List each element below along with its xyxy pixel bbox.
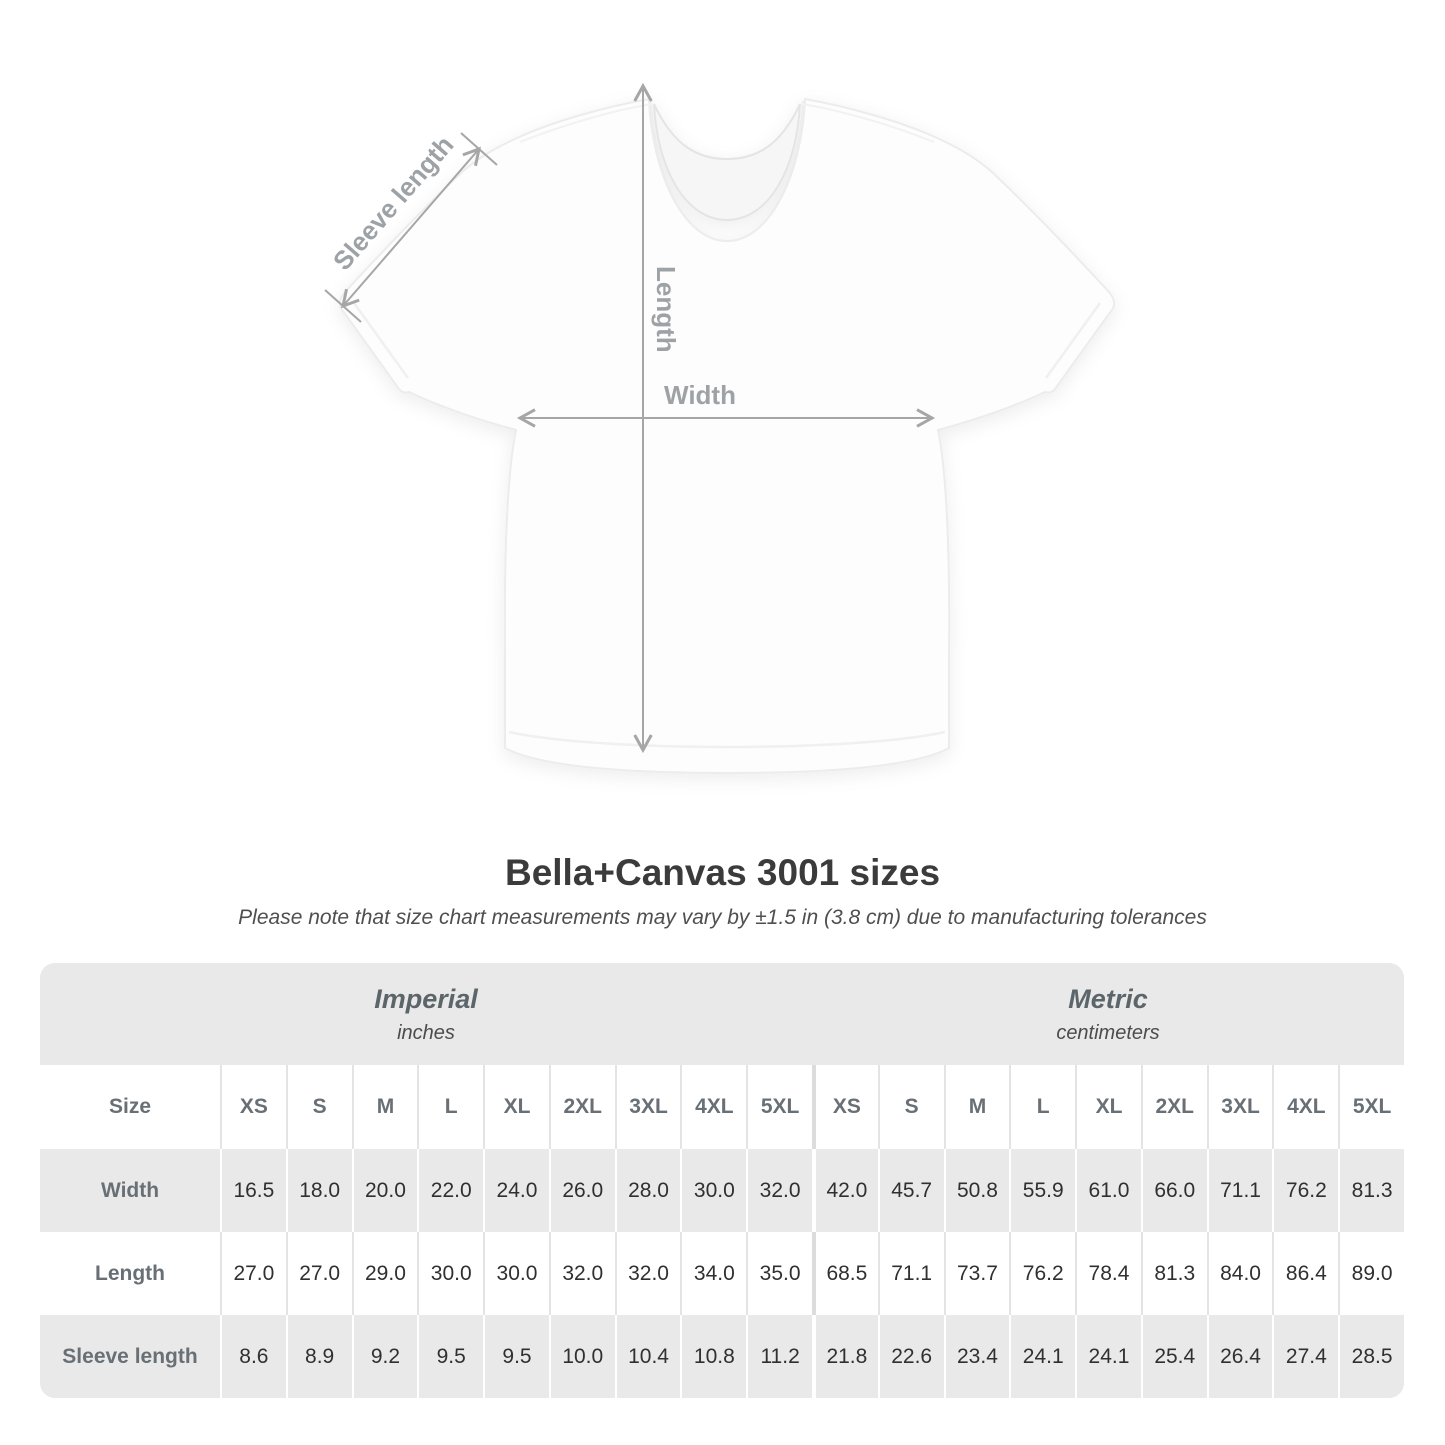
table-cell: 61.0 bbox=[1075, 1149, 1141, 1232]
table-cell: 10.8 bbox=[680, 1315, 746, 1398]
table-cell: 8.6 bbox=[220, 1315, 286, 1398]
size-header-cell: 3XL bbox=[614, 1065, 681, 1149]
size-header-cell: M bbox=[943, 1065, 1010, 1149]
row-label: Sleeve length bbox=[62, 1344, 198, 1368]
table-cell: 86.4 bbox=[1272, 1232, 1338, 1315]
table-cell: 22.0 bbox=[417, 1149, 483, 1232]
size-row-label: Size bbox=[108, 1095, 152, 1118]
table-cell: 16.5 bbox=[220, 1149, 286, 1232]
size-header-cell: XS bbox=[220, 1065, 286, 1149]
table-cell: 50.8 bbox=[943, 1149, 1010, 1232]
table-cell: 71.1 bbox=[1206, 1149, 1273, 1232]
size-header-cell: 4XL bbox=[680, 1065, 746, 1149]
table-cell: 27.0 bbox=[220, 1232, 286, 1315]
table-cell: 89.0 bbox=[1338, 1232, 1404, 1315]
tolerance-note: Please note that size chart measurements… bbox=[238, 906, 1207, 929]
table-cell: 26.4 bbox=[1206, 1315, 1273, 1398]
table-cell: 10.0 bbox=[548, 1315, 615, 1398]
tshirt-diagram: Sleeve length Length Width bbox=[324, 82, 1116, 775]
table-cell: 30.0 bbox=[680, 1149, 746, 1232]
size-header-cell: 5XL bbox=[746, 1065, 812, 1149]
table-cell: 32.0 bbox=[614, 1232, 681, 1315]
table-cell: 10.4 bbox=[614, 1315, 681, 1398]
table-cell: 8.9 bbox=[285, 1315, 352, 1398]
size-header-cell: L bbox=[417, 1065, 483, 1149]
table-cell: 32.0 bbox=[746, 1149, 812, 1232]
heading: Bella+Canvas 3001 sizes Please note that… bbox=[0, 852, 1445, 930]
table-cell: 24.1 bbox=[1075, 1315, 1141, 1398]
length-row: Length 27.0 27.0 29.0 30.0 30.0 32.0 32.… bbox=[40, 1232, 1404, 1315]
table-cell: 68.5 bbox=[812, 1232, 878, 1315]
size-header-cell: 2XL bbox=[1140, 1065, 1207, 1149]
table-cell: 22.6 bbox=[877, 1315, 944, 1398]
table-cell: 24.0 bbox=[483, 1149, 549, 1232]
table-cell: 35.0 bbox=[746, 1232, 812, 1315]
imperial-section-header: Imperial inches bbox=[40, 963, 812, 1065]
size-header-cell: 3XL bbox=[1206, 1065, 1273, 1149]
table-cell: 30.0 bbox=[483, 1232, 549, 1315]
table-cell: 84.0 bbox=[1206, 1232, 1273, 1315]
size-header-cell: XS bbox=[812, 1065, 878, 1149]
table-cell: 9.5 bbox=[483, 1315, 549, 1398]
table-cell: 55.9 bbox=[1009, 1149, 1075, 1232]
table-cell: 78.4 bbox=[1075, 1232, 1141, 1315]
table-cell: 25.4 bbox=[1140, 1315, 1207, 1398]
imperial-section-title: Imperial bbox=[374, 983, 478, 1014]
table-cell: 24.1 bbox=[1009, 1315, 1075, 1398]
table-cell: 73.7 bbox=[943, 1232, 1010, 1315]
table-cell: 23.4 bbox=[943, 1315, 1010, 1398]
table-cell: 18.0 bbox=[285, 1149, 352, 1232]
table-cell: 28.0 bbox=[614, 1149, 681, 1232]
table-cell: 9.2 bbox=[351, 1315, 418, 1398]
size-header-cell: L bbox=[1009, 1065, 1075, 1149]
size-header-cell: 2XL bbox=[548, 1065, 615, 1149]
table-cell: 20.0 bbox=[351, 1149, 418, 1232]
metric-section-unit: centimeters bbox=[1056, 1021, 1160, 1044]
sleeve-length-row: Sleeve length 8.6 8.9 9.2 9.5 9.5 10.0 1… bbox=[40, 1315, 1404, 1398]
size-table: Imperial inches Metric centimeters Size … bbox=[40, 963, 1404, 1398]
width-row: Width 16.5 18.0 20.0 22.0 24.0 26.0 28.0… bbox=[40, 1149, 1404, 1232]
table-cell: 29.0 bbox=[351, 1232, 418, 1315]
table-cell: 32.0 bbox=[548, 1232, 615, 1315]
table-cell: 11.2 bbox=[746, 1315, 812, 1398]
table-cell: 42.0 bbox=[812, 1149, 878, 1232]
table-cell: 81.3 bbox=[1140, 1232, 1207, 1315]
table-cell: 34.0 bbox=[680, 1232, 746, 1315]
sleeve-dimension-arrow bbox=[340, 146, 482, 309]
width-label: Width bbox=[664, 380, 736, 410]
imperial-section-unit: inches bbox=[397, 1021, 455, 1044]
table-cell: 26.0 bbox=[548, 1149, 615, 1232]
size-header-cell: XL bbox=[1075, 1065, 1141, 1149]
table-cell: 30.0 bbox=[417, 1232, 483, 1315]
sleeve-arrow-end-tick bbox=[324, 289, 362, 323]
row-label: Length bbox=[95, 1261, 165, 1285]
table-cell: 9.5 bbox=[417, 1315, 483, 1398]
table-cell: 76.2 bbox=[1272, 1149, 1338, 1232]
table-cell: 71.1 bbox=[877, 1232, 944, 1315]
row-label: Width bbox=[100, 1178, 160, 1202]
table-cell: 27.4 bbox=[1272, 1315, 1338, 1398]
unit-header-row: Imperial inches Metric centimeters bbox=[40, 963, 1404, 1065]
size-header-cell: 5XL bbox=[1338, 1065, 1404, 1149]
table-cell: 81.3 bbox=[1338, 1149, 1404, 1232]
size-header-cell: XL bbox=[483, 1065, 549, 1149]
page-title: Bella+Canvas 3001 sizes bbox=[504, 852, 941, 893]
size-header-cell: S bbox=[285, 1065, 352, 1149]
size-header-row: Size XS S M L XL 2XL 3XL 4XL 5XL XS S M … bbox=[40, 1065, 1404, 1149]
size-header-cell: 4XL bbox=[1272, 1065, 1338, 1149]
sleeve-arrow-end-tick bbox=[460, 132, 498, 166]
table-cell: 21.8 bbox=[812, 1315, 878, 1398]
metric-section-title: Metric bbox=[1068, 983, 1148, 1014]
table-cell: 66.0 bbox=[1140, 1149, 1207, 1232]
table-cell: 27.0 bbox=[285, 1232, 352, 1315]
metric-section-header: Metric centimeters bbox=[812, 963, 1404, 1065]
table-cell: 45.7 bbox=[877, 1149, 944, 1232]
size-header-cell: S bbox=[877, 1065, 944, 1149]
length-label: Length bbox=[651, 266, 681, 353]
tshirt-shape bbox=[338, 97, 1116, 775]
size-header-cell: M bbox=[351, 1065, 418, 1149]
table-cell: 28.5 bbox=[1338, 1315, 1404, 1398]
table-cell: 76.2 bbox=[1009, 1232, 1075, 1315]
